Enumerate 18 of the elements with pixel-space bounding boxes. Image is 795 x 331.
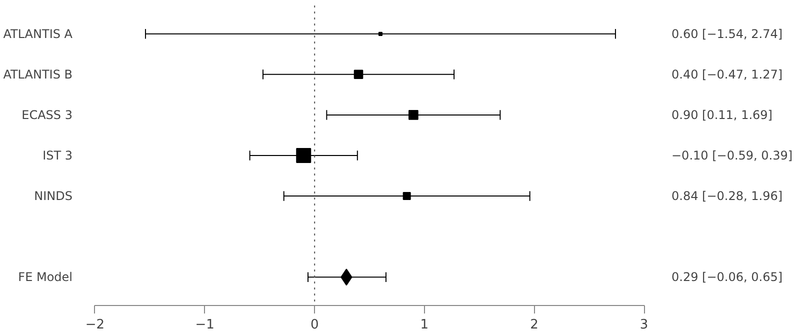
- x-tick-label: 2: [530, 318, 538, 331]
- text: 0.90 [0.11, 1.69]: [672, 108, 772, 122]
- x-tick-label: 1: [420, 318, 429, 331]
- text: 0.29 [−0.06, 0.65]: [672, 270, 783, 284]
- text: −0.10 [−0.59, 0.39]: [672, 148, 793, 162]
- y-tick-label: ECASS 3: [22, 108, 73, 122]
- y-tick-label: ATLANTIS A: [3, 26, 74, 41]
- y-tick-label: ATLANTIS B: [3, 67, 73, 82]
- x-tick-label: 0: [310, 318, 319, 331]
- x-tick-label: −2: [85, 318, 105, 331]
- y-tick-label: IST 3: [42, 148, 72, 162]
- x-tick-label: 3: [640, 318, 648, 331]
- x-tick-label: −1: [195, 318, 214, 331]
- text: 0.84 [−0.28, 1.96]: [672, 189, 783, 204]
- text: 0.60 [−1.54, 2.74]: [672, 26, 783, 41]
- y-tick-label: NINDS: [34, 189, 73, 204]
- text: 0.40 [−0.47, 1.27]: [672, 67, 783, 82]
- y-tick-label: FE Model: [18, 270, 72, 284]
